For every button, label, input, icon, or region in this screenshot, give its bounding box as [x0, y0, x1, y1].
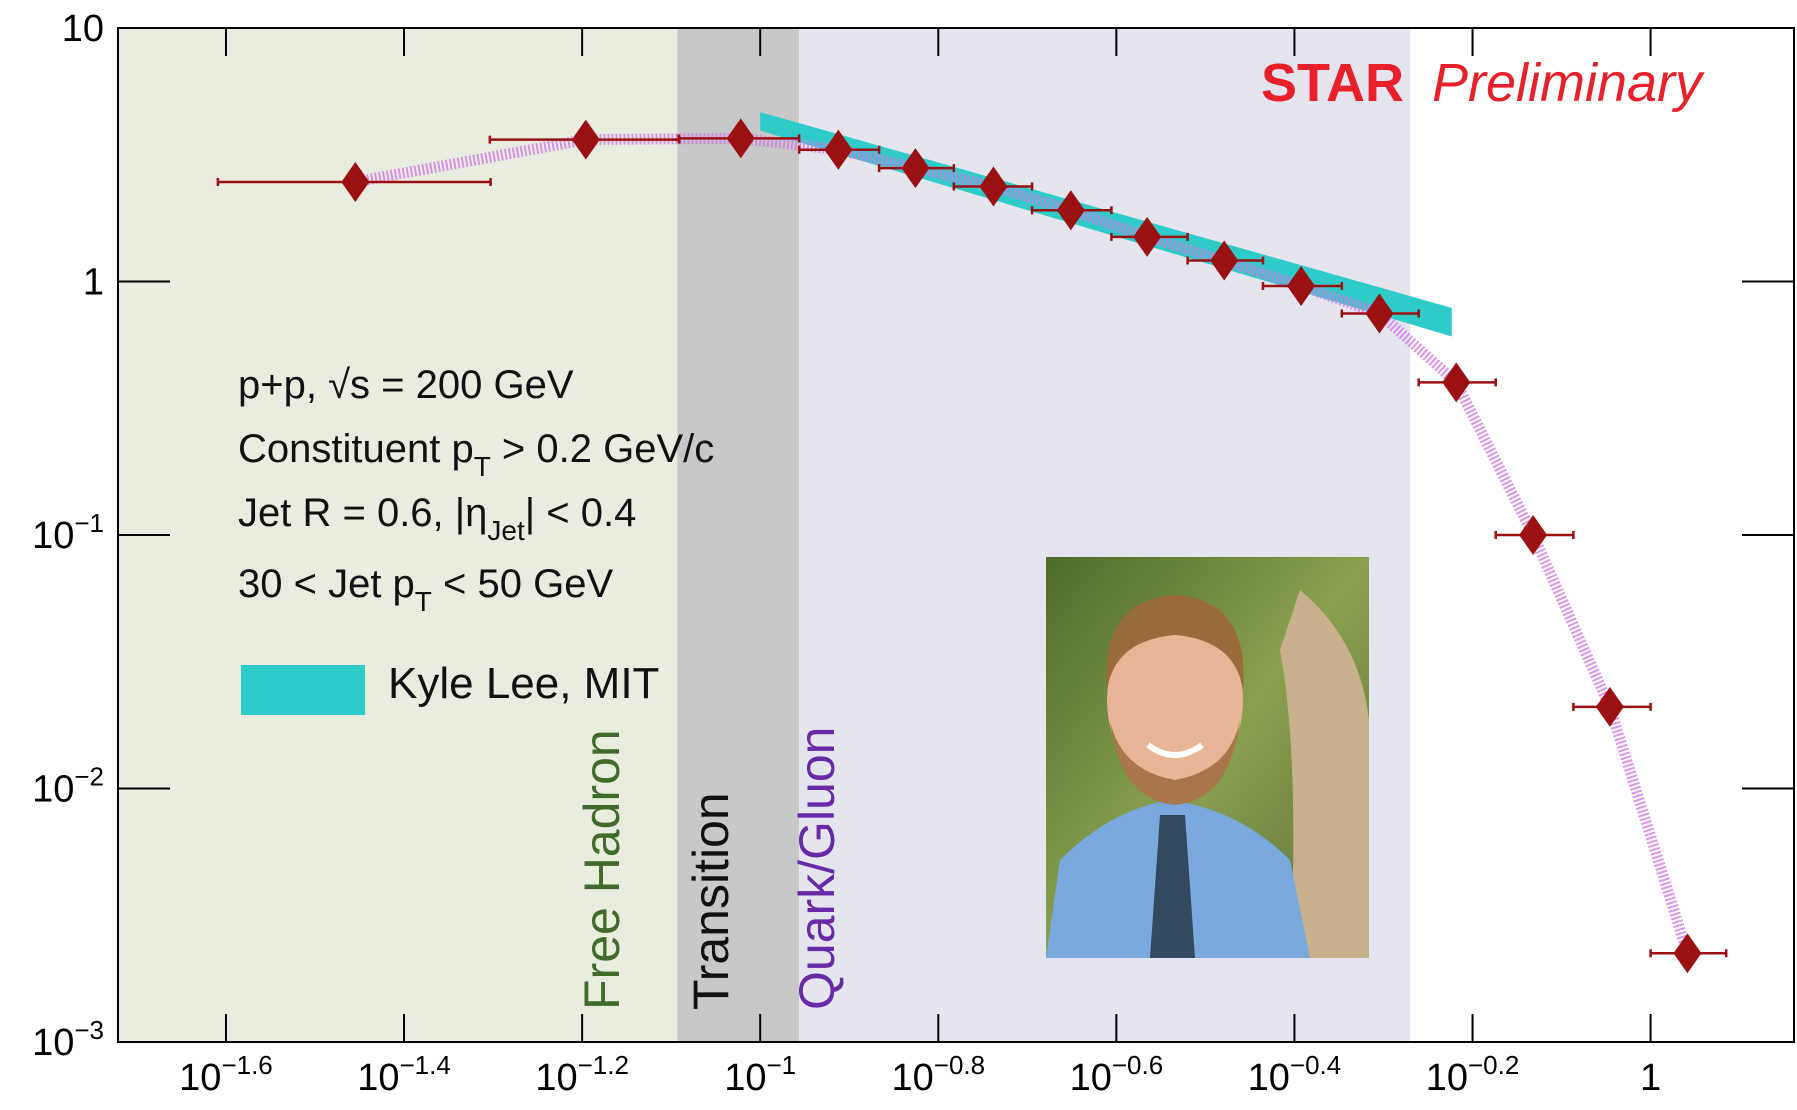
tick-base: 10	[32, 515, 74, 557]
tick-base: 10	[724, 1057, 766, 1099]
tick-exponent: −1.6	[221, 1050, 272, 1080]
data-point	[571, 119, 600, 160]
tick-label: 1	[83, 262, 104, 304]
tick-base: 10	[32, 769, 74, 811]
data-point	[1673, 933, 1702, 974]
data-point	[901, 148, 930, 189]
watermark-italic: Preliminary	[1432, 53, 1705, 113]
tick-label: 10−1.4	[357, 1050, 451, 1099]
tick-exponent: −0.8	[934, 1050, 985, 1080]
tick-label: 10	[62, 8, 104, 50]
data-point	[979, 166, 1008, 207]
tick-exponent: −1	[767, 1050, 797, 1080]
data-point	[1287, 265, 1316, 306]
tick-exponent: −1.2	[578, 1050, 629, 1080]
tick-exponent: −0.4	[1290, 1050, 1341, 1080]
tick-exponent: −3	[74, 1015, 104, 1045]
data-point	[1056, 190, 1085, 231]
data-point	[824, 129, 853, 170]
region	[118, 28, 678, 1042]
region-label: Transition	[683, 792, 739, 1010]
legend-swatch	[241, 665, 365, 715]
tick-label: 10−0.6	[1070, 1050, 1164, 1099]
tick-label: 10−1	[32, 508, 104, 557]
tick-label: 10−1	[724, 1050, 796, 1099]
tick-label: 1	[1640, 1057, 1661, 1099]
data-point	[1442, 362, 1471, 403]
tick-base: 10	[535, 1057, 577, 1099]
tick-exponent: −2	[74, 762, 104, 792]
annotation-text: 30 < Jet p	[238, 562, 415, 606]
annotation-text: p+p, √s = 200 GeV	[238, 363, 574, 407]
tick-label: 10−3	[32, 1015, 104, 1064]
data-point	[341, 161, 370, 202]
tick-base: 10	[1248, 1057, 1290, 1099]
annotation: Constituent pT > 0.2 GeV/c	[238, 427, 714, 482]
tick-label: 10−0.2	[1426, 1050, 1520, 1099]
legend-label: Kyle Lee, MIT	[388, 659, 659, 708]
data-point	[1519, 515, 1548, 555]
annotation-subscript: T	[415, 586, 432, 617]
annotation-subscript: Jet	[487, 515, 525, 546]
tick-exponent: −0.6	[1112, 1050, 1163, 1080]
annotation-text: | < 0.4	[525, 491, 637, 535]
annotation: p+p, √s = 200 GeV	[238, 363, 574, 407]
data-point	[1595, 686, 1624, 727]
annotation-text: Jet R = 0.6, |η	[238, 491, 487, 535]
annotation-text: > 0.2 GeV/c	[491, 427, 714, 471]
region	[677, 28, 800, 1042]
annotation-text: < 50 GeV	[432, 562, 614, 606]
data-point	[1133, 216, 1162, 257]
tick-base: 10	[179, 1057, 221, 1099]
tick-exponent: −1	[74, 508, 104, 538]
tick-exponent: −1.4	[400, 1050, 451, 1080]
data-point	[1210, 240, 1239, 281]
tick-label: 10−1.2	[535, 1050, 629, 1099]
tick-base: 10	[891, 1057, 933, 1099]
tick-label: 10−1.6	[179, 1050, 273, 1099]
tick-base: 10	[357, 1057, 399, 1099]
tick-base: 10	[1070, 1057, 1112, 1099]
region-label: Free Hadron	[574, 729, 630, 1010]
annotation-subscript: T	[474, 451, 491, 482]
watermark-bold: STAR	[1261, 53, 1404, 113]
frame	[117, 27, 1795, 1043]
tick-label: 10−0.8	[891, 1050, 985, 1099]
tick-label: 10−2	[32, 762, 104, 811]
tick-label: 10−0.4	[1248, 1050, 1342, 1099]
data-point	[726, 118, 755, 159]
annotation: Jet R = 0.6, |ηJet| < 0.4	[238, 491, 636, 546]
tick-base: 10	[32, 1022, 74, 1064]
tick-exponent: −0.2	[1468, 1050, 1519, 1080]
annotation-text: Constituent p	[238, 427, 474, 471]
photo	[1046, 557, 1369, 958]
data-point	[1365, 293, 1394, 334]
annotation: 30 < Jet pT < 50 GeV	[238, 562, 613, 617]
region-label: Quark/Gluon	[789, 727, 845, 1010]
tick-base: 10	[1426, 1057, 1468, 1099]
